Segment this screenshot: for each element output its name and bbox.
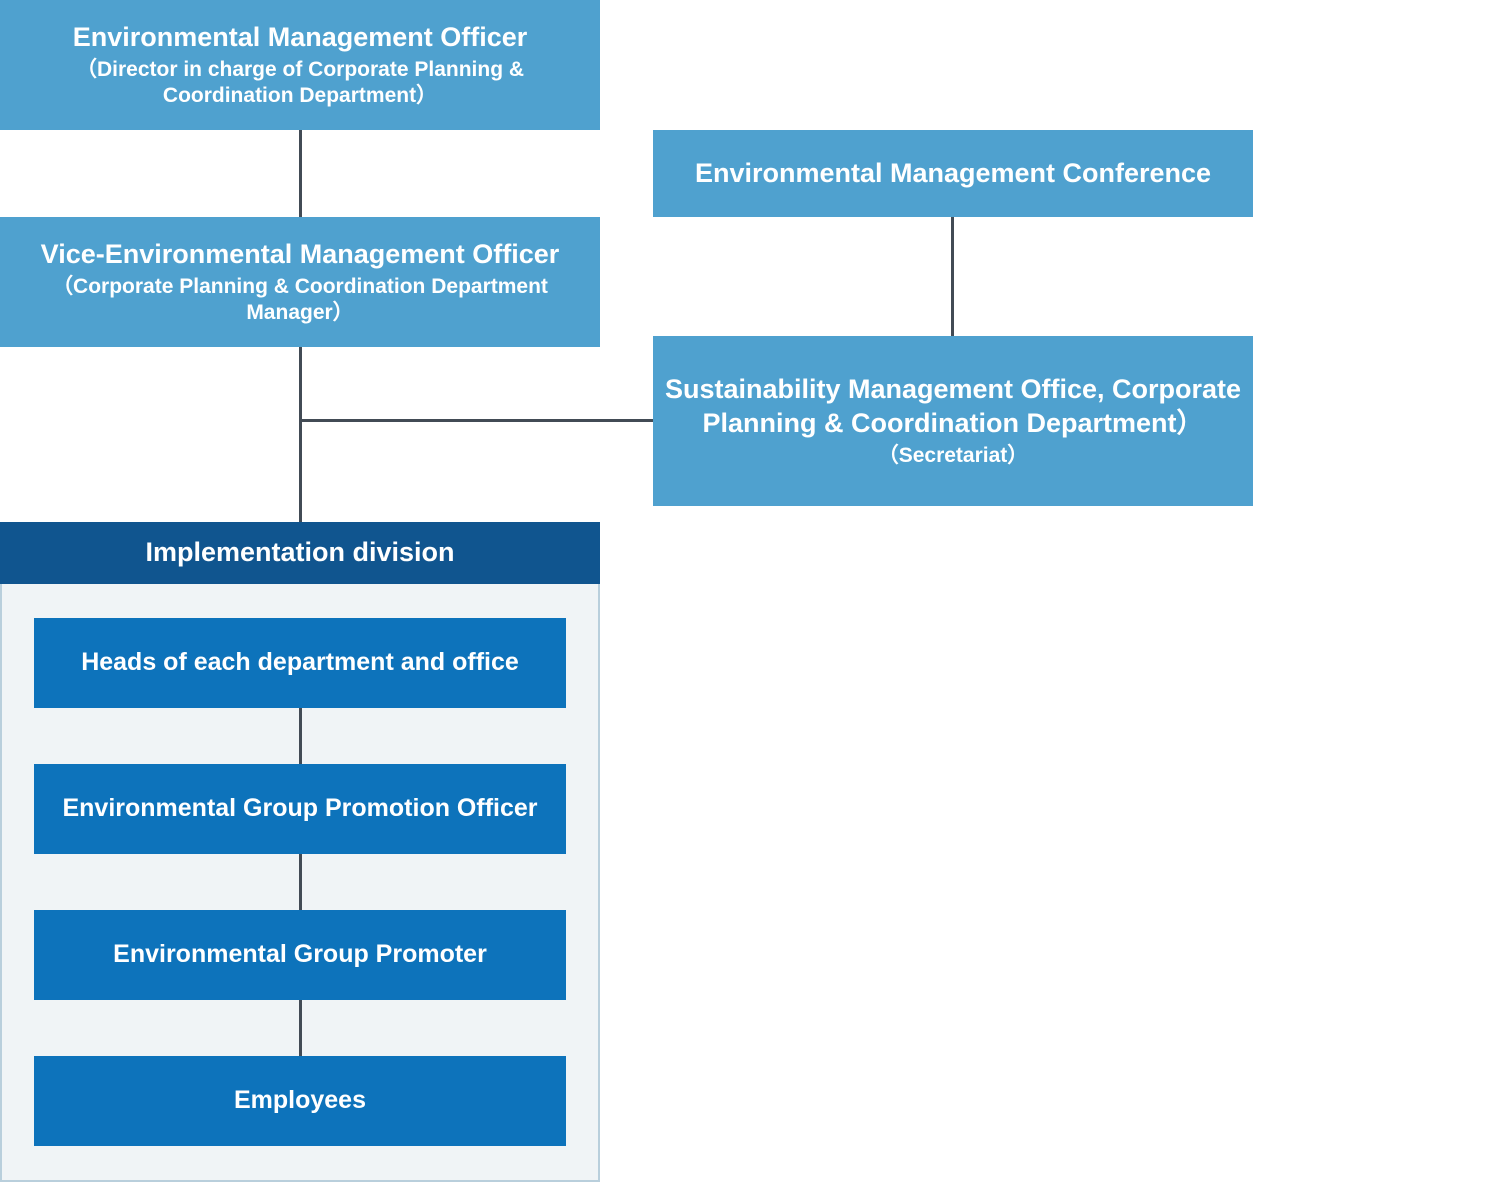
impl-item: Environmental Group Promotion Officer xyxy=(34,764,566,854)
node-vemo-title: Vice-Environmental Management Officer xyxy=(41,238,560,272)
node-impl_header-title: Implementation division xyxy=(145,536,454,570)
connector xyxy=(299,130,302,217)
node-emo: Environmental Management Officer（Directo… xyxy=(0,0,600,130)
node-conf: Environmental Management Conference xyxy=(653,130,1253,217)
impl-item: Employees xyxy=(34,1056,566,1146)
node-vemo: Vice-Environmental Management Officer（Co… xyxy=(0,217,600,347)
node-conf-title: Environmental Management Conference xyxy=(695,157,1211,191)
impl-item-label: Employees xyxy=(234,1085,366,1116)
node-vemo-subtitle: （Corporate Planning & Coordination Depar… xyxy=(10,274,590,327)
node-smo-title: Sustainability Management Office, Corpor… xyxy=(663,373,1243,441)
node-impl_header: Implementation division xyxy=(0,522,600,584)
node-emo-title: Environmental Management Officer xyxy=(73,21,528,55)
connector xyxy=(300,419,655,422)
impl-item-label: Environmental Group Promotion Officer xyxy=(62,793,537,824)
node-smo-subtitle: （Secretariat） xyxy=(878,443,1029,469)
connector xyxy=(299,347,302,522)
impl-item-label: Environmental Group Promoter xyxy=(113,939,487,970)
node-emo-subtitle: （Director in charge of Corporate Plannin… xyxy=(10,57,590,110)
org-chart-canvas: Environmental Management Officer（Directo… xyxy=(0,0,1490,1182)
node-smo: Sustainability Management Office, Corpor… xyxy=(653,336,1253,506)
impl-item: Environmental Group Promoter xyxy=(34,910,566,1000)
connector xyxy=(951,217,954,336)
impl-item-label: Heads of each department and office xyxy=(81,647,519,678)
impl-item: Heads of each department and office xyxy=(34,618,566,708)
